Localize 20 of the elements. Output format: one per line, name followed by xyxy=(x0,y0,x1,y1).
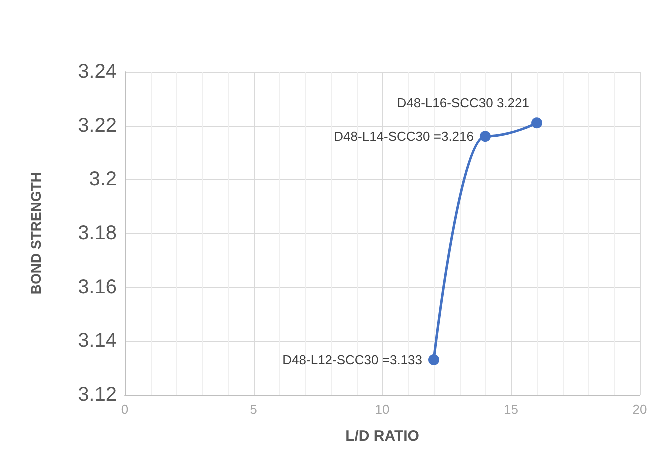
data-label: D48-L16-SCC30 3.221 xyxy=(397,96,530,111)
data-label: D48-L14-SCC30 =3.216 xyxy=(334,129,474,144)
point xyxy=(532,118,542,129)
y-tick-label: 3.14 xyxy=(78,330,117,352)
x-tick-label: 15 xyxy=(504,402,518,417)
y-tick-label: 3.22 xyxy=(78,114,117,137)
y-tick-label: 3.24 xyxy=(78,61,117,83)
y-tick-label: 3.18 xyxy=(78,222,117,244)
y-tick-label: 3.12 xyxy=(78,384,117,406)
x-tick-label: 20 xyxy=(632,402,648,417)
x-tick-label: 0 xyxy=(121,402,129,417)
point xyxy=(428,354,440,366)
data-label: D48-L12-SCC30 =3.133 xyxy=(282,352,422,368)
y-tick-label: 3.2 xyxy=(89,168,117,191)
y-axis-title: BOND STRENGTH xyxy=(28,172,44,295)
x-tick-label: 5 xyxy=(250,402,258,417)
y-tick-label: 3.16 xyxy=(78,276,117,298)
x-tick-label: 10 xyxy=(375,402,390,417)
x-axis-title: L/D RATIO xyxy=(346,428,420,445)
point xyxy=(480,131,491,142)
